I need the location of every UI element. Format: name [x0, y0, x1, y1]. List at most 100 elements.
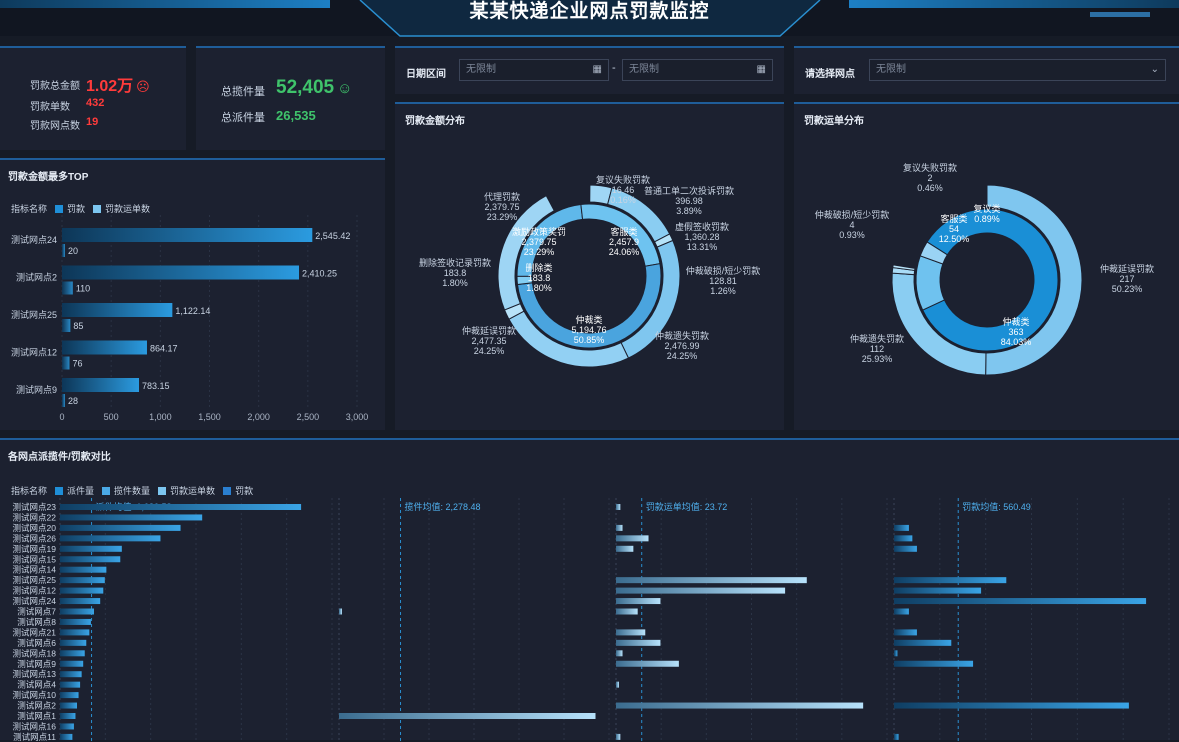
y-category-label: 测试网点9 [17, 659, 56, 669]
legend-fine[interactable]: 罚款 [235, 486, 254, 496]
date-to-input[interactable]: 无限制 ▦ [622, 59, 773, 81]
outer-label: 普通工单二次投诉罚款 396.98 3.89% [644, 185, 734, 216]
compare-bar [616, 608, 638, 615]
y-category-label: 测试网点2 [16, 272, 57, 283]
legend-waybill[interactable]: 罚款运单数 [105, 204, 151, 214]
average-label: 罚款运单均值: 23.72 [646, 501, 728, 512]
compare-bar [616, 702, 864, 709]
bar-fine-label: 2,410.25 [302, 269, 337, 279]
pickup-label: 总揽件量 [221, 86, 265, 98]
compare-bar [60, 671, 82, 678]
kpi-volume-panel: 总揽件量 52,405 ☺ 总派件量 26,535 [196, 46, 385, 150]
x-tick-label: 1,500 [198, 412, 221, 422]
compare-bar [616, 598, 661, 605]
average-label: 揽件均值: 2,278.48 [405, 501, 481, 512]
y-category-label: 测试网点11 [13, 732, 56, 742]
compare-bar [60, 556, 121, 563]
compare-bar [60, 608, 94, 615]
fine-amount-pie-panel: 罚款金额分布 激励政策奖罚 2,379.75 23.29% 客服类 2,457.9 24.… [395, 102, 784, 430]
y-category-label: 测试网点19 [13, 544, 57, 554]
smile-face-icon: ☺ [337, 80, 353, 97]
compare-bar [616, 577, 807, 584]
top-fine-title: 罚款金额最多TOP [8, 172, 89, 183]
y-category-label: 测试网点23 [13, 502, 57, 512]
legend-swatch-pickup [102, 486, 111, 495]
fine-sites-label: 罚款网点数 [30, 121, 80, 132]
outer-slice [497, 195, 555, 311]
bar-fine-label: 864.17 [150, 344, 178, 354]
site-select[interactable]: 无限制 ⌄ [869, 59, 1166, 81]
x-tick-label: 500 [104, 412, 119, 422]
y-category-label: 测试网点24 [13, 596, 57, 606]
calendar-icon: ▦ [756, 64, 766, 75]
legend-swatch-fine [55, 204, 64, 213]
y-category-label: 测试网点25 [11, 309, 57, 320]
fine-waybill-pie-panel: 罚款运单分布 仲裁类 363 84.03% 客服类 54 12.50% 复议类 0.89% 仲裁… [794, 102, 1179, 430]
compare-bar [894, 535, 913, 542]
average-label: 罚款均值: 560.49 [962, 501, 1031, 512]
legend-fine[interactable]: 罚款 [67, 204, 86, 214]
compare-bar [339, 713, 596, 719]
fine-total-value: 1.02万 ☹ [86, 78, 150, 95]
legend-pickup[interactable]: 揽件数量 [114, 486, 151, 496]
bar-waybill [62, 394, 65, 407]
inner-slice [922, 208, 1059, 352]
top-fine-panel: 罚款金额最多TOP 指标名称 罚款 罚款运单数 0 500 1,000 1,500 2,… [0, 158, 385, 430]
outer-label: 复议失败罚款 16.46 0.16% [596, 174, 650, 205]
page-title: 某某快递企业网点罚款监控 [469, 1, 710, 22]
compare-bar [894, 733, 899, 740]
compare-bar [894, 650, 898, 657]
y-category-label: 测试网点7 [17, 607, 56, 617]
y-category-label: 测试网点8 [17, 617, 56, 627]
compare-bar [616, 660, 679, 667]
header-frame [359, 0, 821, 37]
y-category-label: 测试网点26 [13, 533, 57, 543]
compare-bar [894, 545, 917, 552]
outer-label: 仲裁延误罚款 217 50.23% [1100, 263, 1154, 294]
compare-bar [894, 639, 952, 646]
compare-bar [60, 681, 81, 688]
legend-waybill[interactable]: 罚款运单数 [170, 486, 216, 496]
bar-waybill [62, 281, 73, 295]
fine-count-label: 罚款单数 [30, 102, 70, 113]
inner-slice [915, 255, 946, 311]
compare-bar [60, 545, 122, 552]
date-from-input[interactable]: 无限制 ▦ [459, 59, 609, 81]
x-tick-label: 3,000 [346, 412, 369, 422]
compare-bar [60, 660, 84, 667]
y-category-label: 测试网点13 [13, 669, 57, 679]
y-category-label: 测试网点4 [17, 680, 56, 690]
inner-label: 仲裁类 5,194.76 50.85% [571, 314, 606, 345]
y-category-label: 测试网点2 [17, 701, 56, 711]
date-range-label: 日期区间 [406, 69, 446, 80]
bar-waybill [62, 319, 71, 332]
compare-bar [616, 535, 649, 542]
compare-bar [60, 535, 161, 542]
legend-swatch-waybill [93, 204, 102, 213]
bar-fine-label: 783.15 [142, 381, 170, 391]
y-category-label: 测试网点24 [11, 234, 57, 245]
inner-label: 仲裁类 363 84.03% [1001, 316, 1032, 347]
delivery-label: 总派件量 [221, 112, 265, 124]
compare-bar [60, 713, 76, 719]
inner-slice [516, 275, 533, 286]
compare-bar [60, 598, 101, 605]
x-tick-label: 1,000 [149, 412, 172, 422]
y-category-label: 测试网点6 [17, 638, 56, 648]
bar-waybill [62, 244, 65, 257]
bar-waybill [62, 356, 70, 370]
fine-amount-pie-title: 罚款金额分布 [405, 116, 465, 127]
chevron-down-icon: ⌄ [1150, 64, 1159, 75]
compare-bar [60, 702, 77, 709]
bar-waybill-label: 76 [72, 359, 82, 369]
fine-total-label: 罚款总金额 [30, 81, 80, 92]
compare-bar [894, 577, 1007, 584]
outer-label: 仲裁遗失罚款 2,476.99 24.25% [655, 330, 709, 361]
legend-delivery[interactable]: 派件量 [67, 486, 95, 496]
fine-amount-pie: 激励政策奖罚 2,379.75 23.29% 客服类 2,457.9 24.06% 仲裁类 5… [419, 174, 760, 368]
compare-bar [616, 639, 661, 646]
compare-bar [60, 566, 107, 573]
compare-bar [894, 660, 974, 667]
legend-title: 指标名称 [11, 204, 48, 214]
